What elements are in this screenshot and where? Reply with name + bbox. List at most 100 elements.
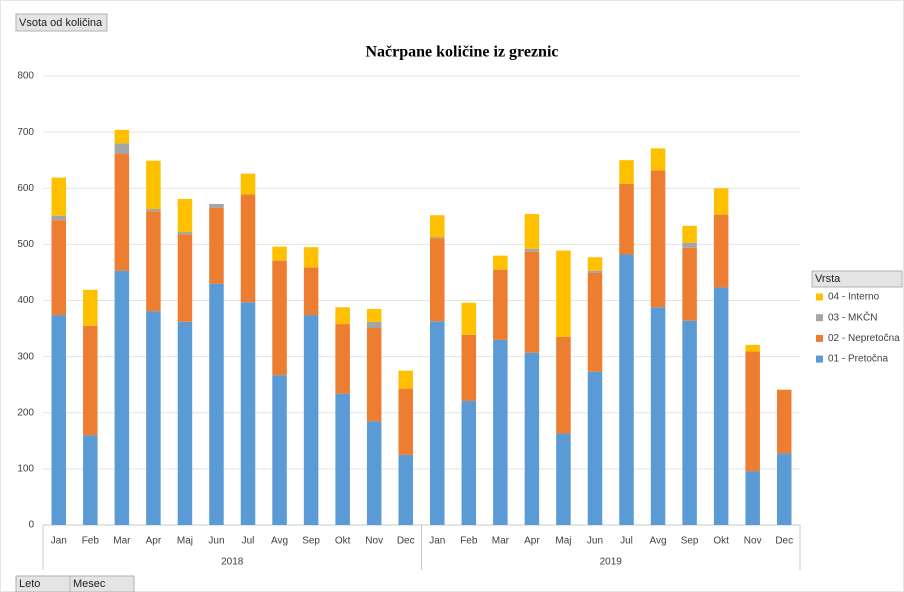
y-tick-label: 500 (17, 239, 34, 250)
axis-field-button[interactable] (69, 575, 135, 592)
bar-segment (114, 270, 130, 525)
y-tick-label: 400 (17, 295, 34, 306)
x-tick-label: Mar (492, 536, 510, 547)
legend-title: Vrsta (815, 273, 841, 285)
bar-segment (177, 198, 193, 233)
y-tick-label: 300 (17, 351, 34, 362)
x-tick-label: Okt (713, 536, 729, 547)
x-tick-label: Jul (242, 536, 255, 547)
x-tick-label: Dec (397, 536, 415, 547)
bar-segment (650, 148, 666, 171)
bar-segment (587, 270, 603, 273)
bar-segment (713, 214, 729, 288)
bar-segment (745, 351, 760, 472)
bar-segment (272, 260, 287, 376)
bar-segment (493, 269, 508, 340)
group-label: 2018 (221, 557, 244, 568)
bar-segment (619, 254, 634, 526)
x-tick-label: Nov (365, 536, 383, 547)
bar-segment (240, 302, 256, 525)
y-tick-label: 0 (28, 520, 34, 531)
bar-segment (114, 143, 130, 155)
y-tick-label: 800 (17, 71, 34, 82)
bar-segment (209, 207, 224, 284)
group-label: 2019 (600, 557, 623, 568)
x-tick-label: Sep (302, 536, 320, 547)
x-tick-label: Apr (524, 536, 540, 547)
bar-segment (556, 336, 571, 434)
bar-segment (713, 287, 729, 525)
bar-segment (398, 454, 413, 525)
x-tick-label: Feb (82, 536, 100, 547)
bar-segment (51, 220, 67, 316)
bar-segment (587, 257, 603, 271)
bar-segment (146, 160, 161, 210)
bar-segment (587, 371, 603, 525)
bar-segment (430, 238, 445, 322)
bar-segment (430, 321, 445, 525)
bar-segment (682, 242, 697, 248)
bar-segment (114, 129, 130, 144)
bar-segment (272, 375, 287, 525)
bar-segment (209, 203, 224, 208)
y-tick-label: 200 (17, 407, 34, 418)
x-tick-label: Sep (681, 536, 699, 547)
bar-segment (461, 302, 477, 335)
bar-segment (335, 307, 350, 325)
bar-segment (146, 211, 161, 312)
bar-segment (493, 255, 508, 270)
x-tick-label: Jan (51, 536, 67, 547)
bar-segment (430, 237, 445, 239)
x-tick-label: Avg (650, 536, 667, 547)
bar-segment (366, 421, 382, 525)
legend-swatch (816, 355, 823, 363)
bar-segment (587, 272, 603, 372)
bar-segment (461, 400, 477, 525)
y-tick-label: 600 (17, 183, 34, 194)
y-tick-label: 700 (17, 127, 34, 138)
bar-segment (430, 215, 445, 238)
x-tick-label: Jan (429, 536, 445, 547)
bar-segment (83, 435, 98, 525)
bar-segment (303, 315, 319, 525)
bar-segment (83, 325, 98, 436)
bar-segment (650, 170, 666, 308)
bar-segment (366, 321, 382, 329)
bar-segment (303, 247, 319, 268)
y-tick-label: 100 (17, 464, 34, 475)
value-field-button[interactable] (15, 13, 108, 32)
x-tick-label: Dec (775, 536, 793, 547)
bar-segment (366, 328, 382, 422)
x-tick-label: Feb (460, 536, 478, 547)
legend-field-button[interactable] (811, 270, 903, 288)
bar-segment (51, 315, 67, 525)
bar-segment (335, 324, 350, 394)
bar-segment (209, 283, 224, 525)
bar-segment (146, 209, 161, 212)
bar-segment (398, 388, 413, 455)
x-tick-label: Jun (208, 536, 224, 547)
bar-segment (745, 471, 760, 525)
bar-segment (51, 215, 67, 221)
bar-segment (240, 194, 256, 303)
bar-segment (114, 154, 130, 271)
bar-segment (650, 307, 666, 525)
bar-segment (556, 433, 571, 525)
bar-segment (524, 352, 540, 525)
bar-segment (398, 370, 413, 389)
axis-field-label: Leto (19, 578, 40, 590)
bar-segment (524, 214, 540, 249)
bar-segment (524, 251, 540, 353)
x-tick-label: Okt (335, 536, 351, 547)
value-field-label: Vsota od količina (19, 17, 103, 29)
legend-label: 04 - Interno (828, 292, 880, 303)
x-tick-label: Nov (744, 536, 762, 547)
bar-segment (366, 308, 382, 322)
bar-segment (745, 344, 760, 352)
bar-segment (240, 173, 256, 195)
x-tick-label: Mar (113, 536, 131, 547)
axis-field-label: Mesec (73, 578, 106, 590)
legend-swatch (816, 334, 823, 342)
bar-segment (524, 248, 540, 252)
